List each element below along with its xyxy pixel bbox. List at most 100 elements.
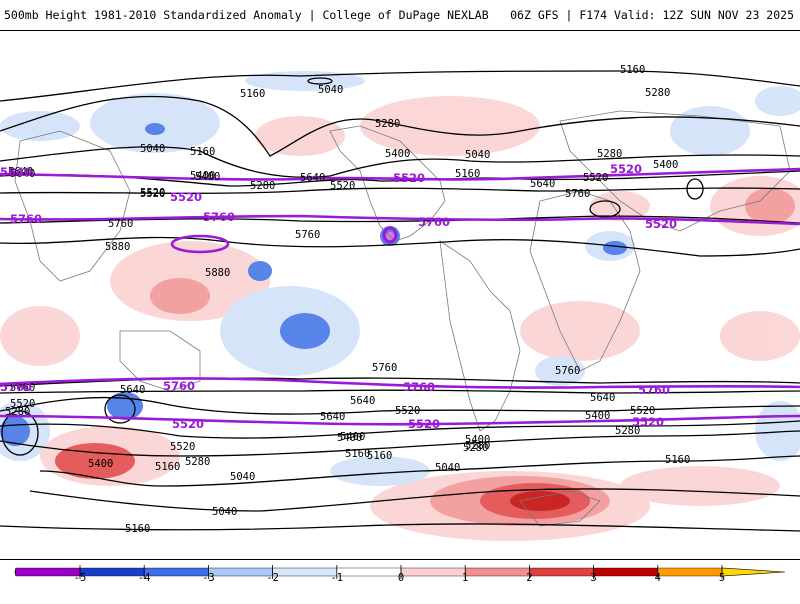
- title-bar: 500mb Height 1981-2010 Standardized Anom…: [0, 0, 800, 28]
- colorbar-segment: [336, 567, 402, 577]
- highlight-label: 5520: [393, 171, 425, 185]
- contour-label: 5760: [295, 229, 320, 241]
- highlight-label: 5760: [0, 380, 32, 394]
- contour-label: 5280: [185, 456, 210, 468]
- contour-label: 5400: [385, 148, 410, 160]
- contour-label: 5160: [665, 454, 690, 466]
- highlight-labels: 5640 5520 5760 5520 5760 5520 5520 5760 …: [0, 162, 677, 431]
- colorbar-graphic: [14, 565, 786, 579]
- contour-label: 5160: [155, 461, 180, 473]
- contour-label: 5400: [340, 431, 365, 443]
- colorbar-segment: [529, 567, 594, 577]
- contour-label: 5280: [463, 442, 488, 454]
- colorbar-tick-label: -2: [266, 572, 279, 584]
- contour-label: 5760: [10, 382, 35, 394]
- anomaly-shading: [0, 71, 800, 541]
- colorbar-segment: [79, 567, 145, 577]
- contour-label: 5520: [140, 187, 165, 199]
- contour-label: 5280: [645, 87, 670, 99]
- contour-label: 5040: [318, 84, 343, 96]
- contour-label: 5160: [125, 523, 150, 535]
- contour-label: 5040: [140, 143, 165, 155]
- colorbar-tick-label: 3: [590, 572, 597, 584]
- height-contours: [0, 70, 800, 532]
- colorbar-segment: [400, 567, 466, 577]
- contour-label: 5160: [620, 64, 645, 76]
- contour-label: 5400: [195, 171, 220, 183]
- highlight-label: 5520: [645, 217, 677, 231]
- contour-label: 5400: [585, 410, 610, 422]
- colorbar-segment: [15, 567, 81, 577]
- colorbar-tick-label: 5: [718, 572, 726, 584]
- highlight-contours: [0, 167, 800, 426]
- highlight-label: 5520: [408, 417, 440, 431]
- contour-label: 5160: [240, 88, 265, 100]
- colorbar-segment: [465, 567, 530, 577]
- highlight-label: 5760: [10, 212, 42, 226]
- contour-label: 5040: [230, 471, 255, 483]
- colorbar-segment: [272, 567, 338, 577]
- contour-label: 5880: [105, 241, 130, 253]
- contour-label: 5520: [395, 405, 420, 417]
- highlight-label: 5520: [170, 190, 202, 204]
- contour-label: 5280: [250, 180, 275, 192]
- colorbar-ticks: [79, 565, 723, 579]
- colorbar-tick-label: -1: [330, 572, 344, 584]
- contour-label: 5640: [350, 395, 375, 407]
- contour-label: 5400: [190, 170, 215, 182]
- contour-labels: 5160 5040 5280 5040 5160 5400 5640 5520 …: [5, 64, 690, 535]
- contour-label: 5760: [555, 365, 580, 377]
- colorbar-segment: [657, 567, 723, 577]
- contour-label: 5400: [653, 159, 678, 171]
- colorbar-tick-label: -3: [202, 572, 215, 584]
- colorbar-segment: [593, 567, 658, 577]
- contour-label: 5520: [583, 172, 608, 184]
- contour-label: 5400: [337, 432, 362, 444]
- contour-label: 5640: [300, 172, 325, 184]
- contour-label: 5520: [140, 188, 165, 200]
- highlight-label: 5760: [638, 383, 670, 397]
- contour-label: 5400: [88, 458, 113, 470]
- contour-label: 5640: [10, 168, 35, 180]
- anomaly-colorbar: -5 -4 -3 -2 -1 0 1 2 3 4 5: [0, 560, 800, 600]
- highlight-label: 5760: [403, 380, 435, 394]
- contour-label: 5640: [8, 166, 33, 178]
- contour-label: 5640: [320, 411, 345, 423]
- contour-label: 5640: [590, 392, 615, 404]
- colorbar-tick-label: 2: [526, 572, 533, 584]
- colorbar-tick-label: -5: [73, 572, 87, 584]
- contour-label: 5040: [465, 149, 490, 161]
- contour-label: 5640: [530, 178, 555, 190]
- map-area[interactable]: 5160 5040 5280 5040 5160 5400 5640 5520 …: [0, 30, 800, 560]
- contour-label: 5280: [465, 440, 490, 452]
- map-title: 500mb Height 1981-2010 Standardized Anom…: [4, 8, 489, 22]
- anomaly-map: 5160 5040 5280 5040 5160 5400 5640 5520 …: [0, 64, 800, 541]
- highlight-label: 5520: [632, 415, 664, 429]
- colorbar-segment: [208, 567, 273, 577]
- highlight-label: 5640: [0, 165, 32, 179]
- contour-label: 5160: [345, 448, 370, 460]
- contour-label: 5280: [615, 425, 640, 437]
- colorbar-segment: [143, 567, 209, 577]
- colorbar-max-arrow: [721, 567, 786, 577]
- contour-label: 5160: [455, 168, 480, 180]
- colorbar-tick-label: -4: [137, 572, 151, 584]
- contour-label: 5280: [5, 406, 30, 418]
- highlight-label: 5520: [610, 162, 642, 176]
- contour-label: 5280: [375, 118, 400, 130]
- contour-label: 5520: [330, 180, 355, 192]
- contour-label: 5160: [190, 146, 215, 158]
- contour-label: 5280: [597, 148, 622, 160]
- contour-label: 5040: [435, 462, 460, 474]
- contour-label: 5760: [108, 218, 133, 230]
- colorbar-tick-label: 0: [397, 572, 405, 584]
- contour-label: 5040: [212, 506, 237, 518]
- contour-label: 5400: [465, 434, 490, 446]
- contour-label: 5520: [10, 398, 35, 410]
- model-run-info: 06Z GFS | F174 Valid: 12Z SUN NOV 23 202…: [510, 8, 794, 22]
- highlight-label: 5760: [418, 215, 450, 229]
- contour-label: 5760: [565, 188, 590, 200]
- colorbar-tick-label: 4: [654, 572, 661, 584]
- coastlines: [14, 110, 791, 527]
- contour-label: 5520: [170, 441, 195, 453]
